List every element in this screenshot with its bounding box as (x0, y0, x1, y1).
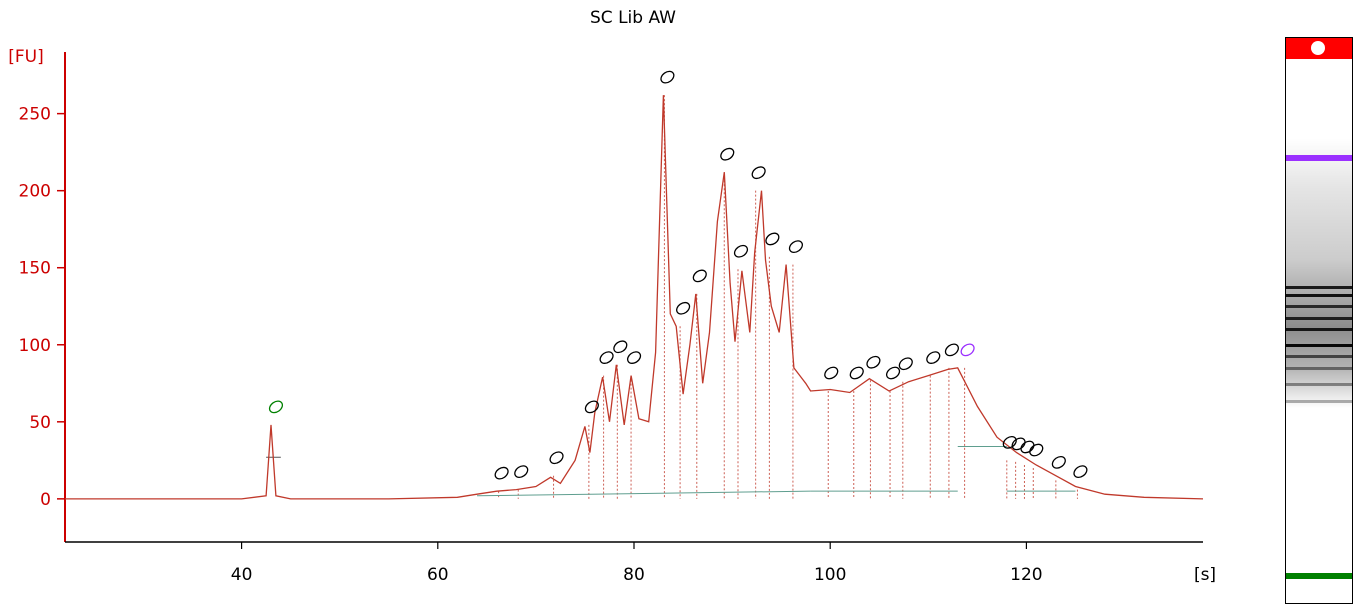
y-tick-label: 150 (19, 259, 51, 279)
gel-band (1286, 383, 1352, 387)
x-tick-label: 120 (1010, 565, 1042, 585)
gel-band (1286, 316, 1352, 320)
peak-marker (1029, 443, 1044, 457)
peak-marker (944, 343, 959, 357)
x-tick-label: 80 (623, 565, 645, 585)
x-tick-label: 60 (427, 565, 449, 585)
peak-marker (660, 70, 675, 84)
trace-group (65, 95, 1204, 500)
peak-marker (1073, 465, 1088, 478)
x-tick-label: 100 (814, 565, 846, 585)
peak-markers (268, 70, 1088, 480)
baseline-segment (477, 490, 811, 497)
gel-band (1286, 154, 1352, 161)
peak-marker (788, 240, 803, 254)
peak-marker (692, 269, 707, 283)
peak-marker (733, 244, 749, 258)
y-tick-label: 0 (40, 490, 51, 510)
gel-band (1286, 355, 1352, 359)
gel-well-icon (1311, 41, 1325, 55)
y-tick-label: 50 (29, 413, 51, 433)
baseline-segments (266, 445, 1076, 497)
y-tick-label: 100 (19, 336, 51, 356)
x-axis-label: [s] (1194, 565, 1216, 585)
gel-band (1286, 344, 1352, 348)
peak-marker (885, 366, 901, 380)
gel-band (1286, 294, 1352, 298)
gel-band (1286, 572, 1352, 579)
trace-line (65, 95, 1204, 500)
peak-marker (866, 355, 881, 369)
peak-marker (751, 166, 766, 180)
peak-marker (1020, 440, 1035, 454)
peak-marker (514, 465, 529, 478)
peak-marker (584, 400, 599, 414)
x-tick-label: 40 (231, 565, 253, 585)
peak-marker (824, 366, 839, 380)
y-tick-label: 200 (19, 182, 51, 202)
peak-marker (926, 351, 941, 364)
gel-band (1286, 285, 1352, 289)
peak-marker (960, 343, 975, 357)
gel-top-band (1286, 38, 1352, 59)
peak-marker (268, 400, 284, 414)
peak-marker (1051, 455, 1066, 469)
peak-marker (613, 340, 628, 354)
peak-marker (494, 466, 509, 480)
peak-marker (549, 451, 564, 465)
peak-marker (849, 366, 864, 380)
peak-marker (720, 147, 735, 161)
gel-band (1286, 400, 1352, 404)
peak-marker (765, 232, 780, 246)
electropherogram-chart: SC Lib AW [FU] [s] 0 50 100 150 200 250 40 60 80… (8, 8, 1216, 585)
y-tick-label: 250 (19, 105, 51, 125)
gel-image-panel (1285, 37, 1353, 604)
peak-marker (599, 351, 614, 364)
chart-title: SC Lib AW (590, 8, 676, 28)
gel-band (1286, 366, 1352, 370)
peak-marker (676, 301, 691, 315)
peak-marker (626, 351, 642, 364)
y-axis-label: [FU] (8, 47, 44, 67)
tick-labels: 0 50 100 150 200 250 40 60 80 100 120 (19, 105, 1043, 585)
peak-marker (898, 357, 913, 371)
gel-band (1286, 305, 1352, 309)
peak-drop-lines (498, 95, 1078, 499)
peak-marker (1002, 435, 1017, 449)
axes (57, 52, 1203, 549)
gel-band (1286, 327, 1352, 331)
gel-smear (1286, 138, 1352, 408)
